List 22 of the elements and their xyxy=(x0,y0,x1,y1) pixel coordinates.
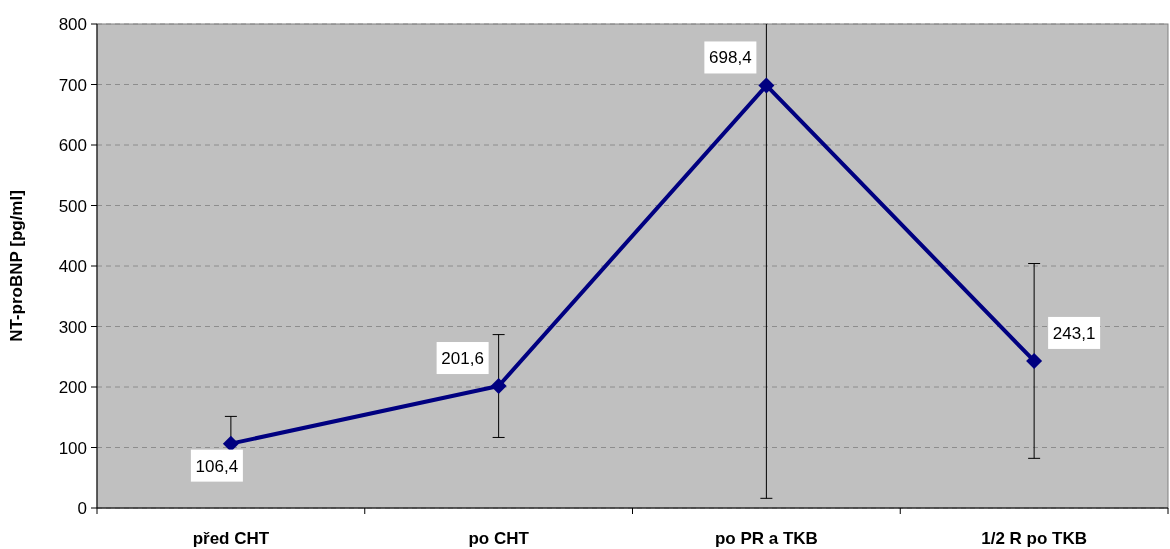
x-tick-label: 1/2 R po TKB xyxy=(981,529,1088,548)
point xyxy=(1026,352,1043,369)
y-tick-label: 200 xyxy=(58,378,87,397)
y-tick-label: 400 xyxy=(58,257,87,276)
y-tick-label: 300 xyxy=(58,317,87,337)
data-label: 201,6 xyxy=(441,349,484,369)
point xyxy=(222,435,239,452)
x-tick-label: po PR a TKB xyxy=(714,529,818,548)
point xyxy=(490,378,507,395)
y-tick-label: 600 xyxy=(58,136,87,155)
y-tick-label: 500 xyxy=(58,196,87,216)
y-tick-label: 800 xyxy=(58,15,87,34)
x-tick-label: před CHT xyxy=(192,529,270,548)
y-axis-title: NT-proBNP [pg/ml] xyxy=(7,190,26,342)
y-tick-label: 100 xyxy=(58,438,87,458)
data-label: 106,4 xyxy=(195,456,239,476)
data-label: 243,1 xyxy=(1052,323,1096,343)
data-label: 698,4 xyxy=(709,48,752,68)
y-tick-label: 0 xyxy=(77,499,87,518)
point xyxy=(758,77,775,94)
y-tick-label: 700 xyxy=(58,75,87,95)
x-tick-label: po CHT xyxy=(468,529,530,548)
